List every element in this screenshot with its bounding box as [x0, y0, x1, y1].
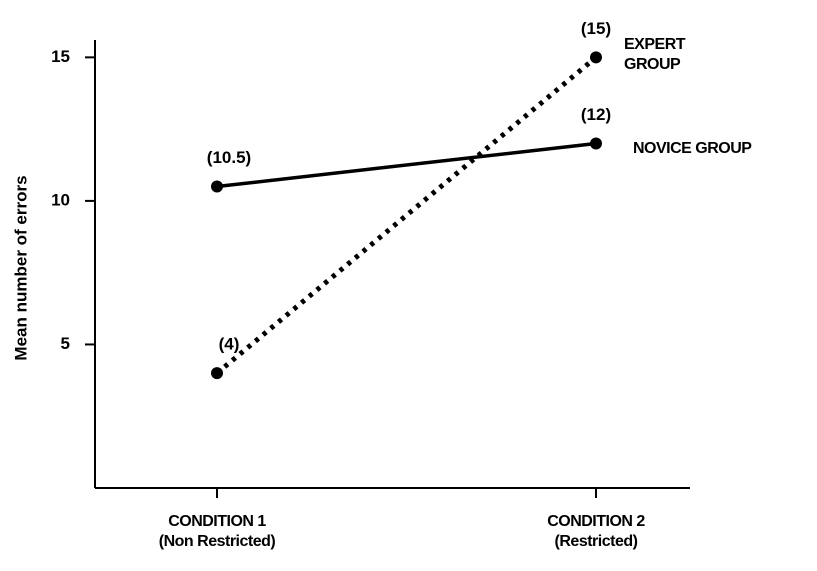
data-point: [211, 367, 223, 380]
data-point: [590, 51, 602, 64]
y-tick-label: 10: [51, 190, 70, 209]
x-tick-label: CONDITION 2 (Restricted): [547, 513, 645, 550]
data-label: (12): [581, 105, 611, 124]
series-label: NOVICE GROUP: [633, 140, 752, 158]
y-axis-label: Mean number of errors: [11, 175, 30, 360]
y-tick-label: 15: [51, 47, 70, 66]
series-label: EXPERT GROUP: [624, 36, 686, 74]
series-line: [216, 141, 597, 189]
data-point: [590, 137, 602, 150]
data-point: [211, 180, 223, 193]
data-label: (4): [219, 335, 240, 354]
x-tick-label: CONDITION 1 (Non Restricted): [158, 513, 276, 550]
series-line: [215, 55, 598, 376]
data-label: (10.5): [207, 148, 251, 167]
y-tick-label: 5: [61, 334, 70, 353]
data-label: (15): [581, 19, 611, 38]
